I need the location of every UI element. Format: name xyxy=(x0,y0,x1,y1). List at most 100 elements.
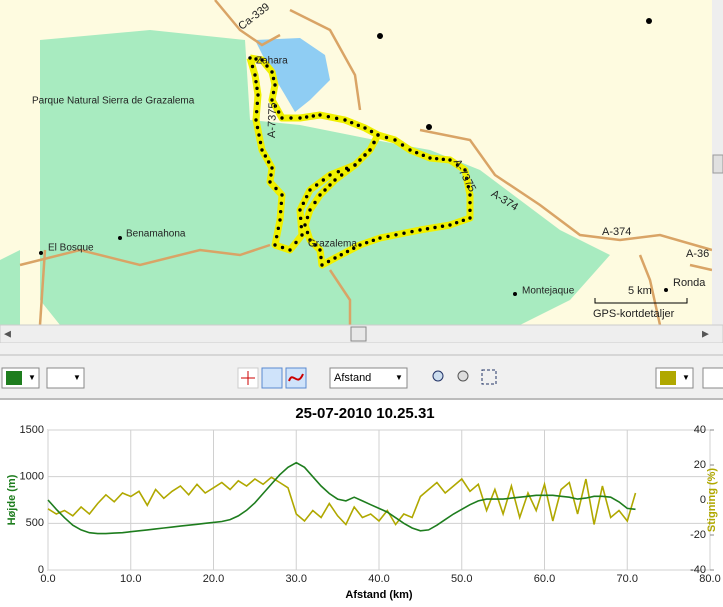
scroll-thumb[interactable] xyxy=(350,326,367,342)
scroll-thumb[interactable] xyxy=(712,154,723,174)
route-point xyxy=(256,93,260,97)
road-label: A-36 xyxy=(686,248,709,260)
route-point xyxy=(418,228,422,232)
route-point xyxy=(345,249,350,254)
route-point xyxy=(289,116,293,120)
curve-icon xyxy=(288,373,304,382)
route-point xyxy=(280,116,284,120)
route-point xyxy=(425,227,430,231)
route-point xyxy=(301,201,306,206)
route-point xyxy=(352,246,356,250)
route-point xyxy=(328,183,332,187)
route-point xyxy=(313,243,317,247)
route-point xyxy=(254,118,258,122)
route-point xyxy=(319,255,323,260)
scroll-left[interactable]: ◀ xyxy=(4,328,11,338)
x-tick-label: 80.0 xyxy=(699,573,720,585)
route-point xyxy=(333,178,337,182)
route-point xyxy=(378,236,382,240)
route-point xyxy=(271,76,276,81)
route-point xyxy=(299,224,304,229)
route-point xyxy=(298,216,303,221)
road-label: A-7375 xyxy=(266,102,279,138)
map[interactable]: Ca-339 Zahara Parque Natural Sierra de G… xyxy=(0,0,713,326)
route-point xyxy=(468,200,472,205)
route-point xyxy=(270,166,274,170)
series-line xyxy=(47,476,637,526)
route-point xyxy=(468,208,472,213)
series-line xyxy=(47,461,636,535)
y2-tick-label: -20 xyxy=(690,529,706,541)
route-point xyxy=(441,157,446,162)
route-point xyxy=(358,158,362,162)
map-pois xyxy=(39,18,668,296)
route-point xyxy=(303,223,307,227)
route-point xyxy=(468,216,472,220)
road-label: A-374 xyxy=(602,226,631,238)
route-point xyxy=(254,109,259,114)
route-point xyxy=(304,115,309,119)
x-tick-label: 70.0 xyxy=(617,573,638,585)
route-point xyxy=(255,86,259,91)
route-point xyxy=(265,64,269,68)
route-point xyxy=(402,231,406,235)
route-point xyxy=(336,169,341,174)
route-point xyxy=(305,230,310,235)
fill-button[interactable] xyxy=(261,367,283,389)
zoom-out-button[interactable] xyxy=(457,370,469,382)
axis-dropdown[interactable] xyxy=(329,367,408,389)
route-point xyxy=(433,225,437,230)
route-point xyxy=(368,148,372,152)
route-point xyxy=(250,64,255,69)
route-point xyxy=(454,220,459,225)
route-point xyxy=(278,218,282,222)
y2-axis-label: Stigning (%) xyxy=(706,468,718,532)
route-point xyxy=(414,150,419,155)
zoom-fit-button[interactable] xyxy=(481,369,497,385)
route-point xyxy=(300,233,304,237)
x-tick-label: 40.0 xyxy=(368,573,389,585)
y2-tick-label: 0 xyxy=(700,494,706,506)
dropdown[interactable] xyxy=(702,367,723,389)
dropdown[interactable] xyxy=(46,367,85,389)
route-point xyxy=(408,148,412,152)
route-point xyxy=(343,118,347,122)
route-point xyxy=(393,138,397,142)
route-point xyxy=(254,57,258,61)
route-point xyxy=(464,176,469,181)
route-point xyxy=(273,104,278,108)
route-point xyxy=(270,70,274,74)
route-point xyxy=(448,158,452,162)
route-point xyxy=(318,113,322,117)
place-label: Montejaque xyxy=(522,286,575,297)
route-point xyxy=(339,173,344,177)
route-point xyxy=(260,148,264,152)
route-point xyxy=(311,114,316,118)
route-point xyxy=(270,98,274,102)
route-points xyxy=(248,56,472,267)
route-point xyxy=(268,180,272,184)
route-point xyxy=(305,215,310,220)
y2-tick-label: 40 xyxy=(694,424,706,436)
route-point xyxy=(410,229,414,234)
dropdown-arrow: ▼ xyxy=(73,373,81,382)
chart-title: 25-07-2010 10.25.31 xyxy=(295,405,434,422)
route-point xyxy=(274,186,278,191)
route-point xyxy=(468,193,472,197)
route-point xyxy=(318,248,322,252)
x-tick-label: 50.0 xyxy=(451,573,472,585)
place-label: El Bosque xyxy=(48,243,94,254)
route-point xyxy=(363,153,367,157)
y-axis-label: Højde (m) xyxy=(6,474,18,525)
route-point xyxy=(440,224,445,228)
zoom-in-button[interactable] xyxy=(432,370,444,382)
route-point xyxy=(461,218,466,223)
scroll-right[interactable]: ▶ xyxy=(702,328,709,338)
route-point xyxy=(280,193,284,197)
place-label: Grazalema xyxy=(308,239,357,250)
route-point xyxy=(448,223,452,227)
roads xyxy=(19,0,713,326)
route-point xyxy=(263,154,268,158)
route-point xyxy=(344,166,349,171)
x-tick-label: 0.0 xyxy=(40,573,55,585)
